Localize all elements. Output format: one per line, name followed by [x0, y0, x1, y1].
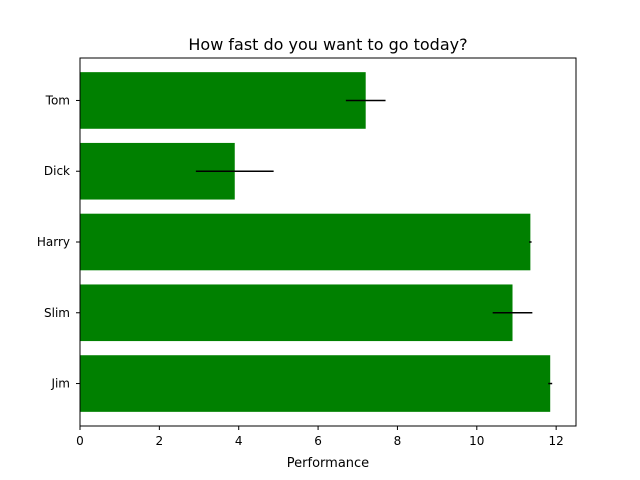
y-tick-label: Harry — [37, 235, 70, 249]
bar-jim — [80, 355, 551, 412]
y-axis-ticks: Tom Dick Harry Slim Jim — [37, 93, 80, 391]
y-tick-label: Jim — [50, 377, 70, 391]
bar-tom — [80, 72, 366, 129]
x-tick-label: 4 — [235, 434, 243, 448]
errorbars-group — [195, 99, 553, 385]
bar-slim — [80, 284, 513, 342]
x-axis-ticks: 0 2 4 6 8 10 12 — [76, 426, 564, 448]
x-tick-label: 10 — [469, 434, 484, 448]
x-tick-label: 2 — [156, 434, 164, 448]
x-tick-label: 12 — [549, 434, 564, 448]
chart-title: How fast do you want to go today? — [188, 35, 467, 54]
y-tick-label: Slim — [44, 306, 70, 320]
bar-harry — [80, 213, 531, 271]
x-axis-label: Performance — [287, 456, 369, 471]
y-tick-label: Dick — [44, 164, 70, 178]
x-tick-label: 6 — [314, 434, 322, 448]
y-tick-label: Tom — [45, 93, 70, 107]
x-tick-label: 8 — [394, 434, 402, 448]
bars-group — [80, 72, 551, 412]
x-tick-label: 0 — [76, 434, 84, 448]
